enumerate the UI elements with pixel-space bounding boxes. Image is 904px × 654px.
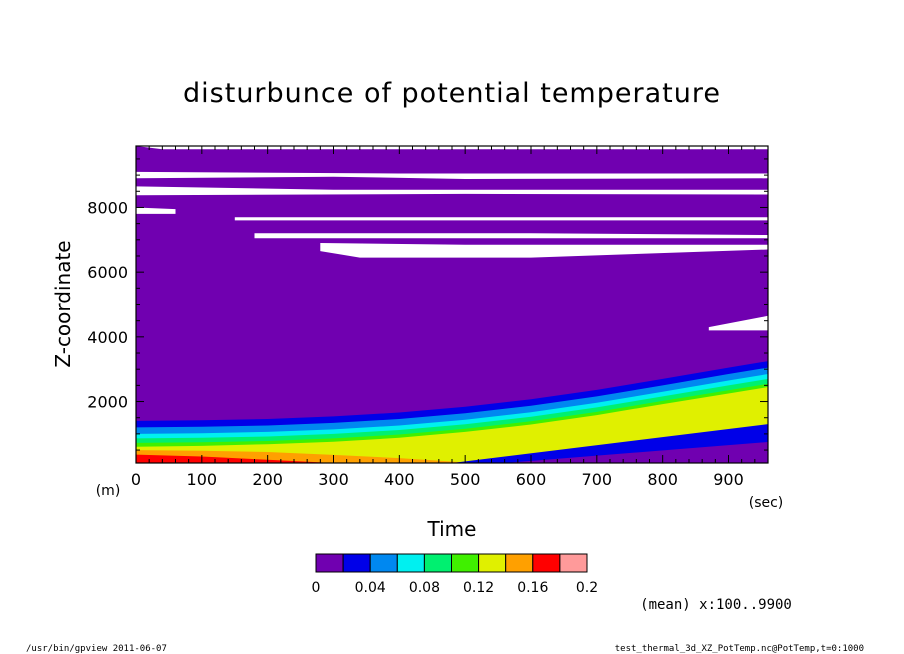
contour-band-red (136, 454, 768, 463)
colorbar-tick-label: 0.04 (355, 580, 386, 596)
colorbar-swatch (369, 553, 398, 573)
below-range-regions (136, 146, 768, 331)
x-axis: 0 100 200 300 400 500 600 700 800 900 (131, 146, 769, 489)
colorbar-swatch (478, 553, 507, 573)
x-tick-label: 0 (131, 470, 141, 489)
y-unit-label: (m) (96, 483, 121, 499)
below-range-region (136, 171, 768, 179)
x-tick-label: 800 (647, 470, 678, 489)
chart-title: disturbunce of potential temperature (183, 78, 721, 109)
x-tick-label: 900 (713, 470, 744, 489)
below-range-region (136, 186, 768, 196)
y-tick-label: 8000 (87, 198, 128, 217)
x-tick-label: 700 (582, 470, 613, 489)
x-tick-label: 500 (450, 470, 481, 489)
x-tick-label: 100 (187, 470, 218, 489)
colorbar-tick-label: 0.16 (517, 580, 548, 596)
y-axis-label: Z-coordinate (51, 240, 75, 367)
colorbar-swatch (451, 553, 480, 573)
below-range-region (234, 217, 768, 221)
below-range-region (136, 207, 176, 214)
x-tick-label: 600 (516, 470, 547, 489)
x-tick-label: 300 (318, 470, 349, 489)
colorbar-swatch (423, 553, 452, 573)
colorbar: 0 0.04 0.08 0.12 0.16 0.2 (312, 553, 598, 596)
plot-area (136, 146, 768, 463)
colorbar-swatch (396, 553, 425, 573)
y-tick-label: 4000 (87, 328, 128, 347)
colorbar-swatch (559, 553, 588, 573)
y-tick-label: 2000 (87, 393, 128, 412)
footer-left: /usr/bin/gpview 2011-06-07 (26, 644, 167, 654)
contour-bands (136, 354, 768, 463)
colorbar-swatch (342, 553, 371, 573)
colorbar-swatch (505, 553, 534, 573)
colorbar-swatch (532, 553, 561, 573)
colorbar-tick-label: 0.12 (463, 580, 494, 596)
mean-range-label: (mean) x:100..9900 (640, 597, 792, 613)
x-unit-label: (sec) (749, 495, 784, 511)
x-tick-label: 400 (384, 470, 415, 489)
y-axis: 2000 4000 6000 8000 (87, 158, 768, 451)
colorbar-swatch (315, 553, 344, 573)
colorbar-tick-label: 0.2 (576, 580, 598, 596)
y-tick-label: 6000 (87, 263, 128, 282)
colorbar-tick-label: 0 (312, 580, 321, 596)
footer-right: test_thermal_3d_XZ_PotTemp.nc@PotTemp,t=… (615, 644, 864, 654)
colorbar-tick-label: 0.08 (409, 580, 440, 596)
x-axis-label: Time (427, 517, 477, 541)
below-range-region (708, 315, 768, 331)
below-range-region (320, 243, 768, 258)
below-range-region (254, 233, 768, 239)
contour-band-lower-purple (504, 441, 768, 463)
x-tick-label: 200 (252, 470, 283, 489)
